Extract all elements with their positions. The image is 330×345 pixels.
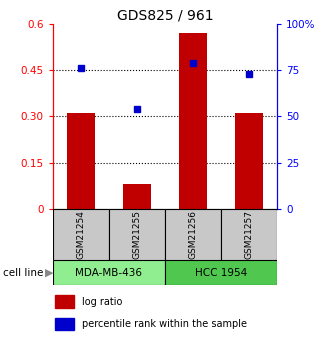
Text: GSM21254: GSM21254 [76,210,85,259]
Text: ▶: ▶ [45,268,53,277]
Bar [67,114,95,209]
Text: MDA-MB-436: MDA-MB-436 [75,268,143,277]
Bar [109,209,165,260]
Text: cell line: cell line [3,268,44,277]
Bar [53,260,165,285]
Title: GDS825 / 961: GDS825 / 961 [117,9,213,23]
Text: HCC 1954: HCC 1954 [195,268,247,277]
Bar [165,260,277,285]
Bar [123,184,151,209]
Text: GSM21255: GSM21255 [132,210,142,259]
Bar [179,33,207,209]
Text: GSM21256: GSM21256 [188,210,198,259]
Text: log ratio: log ratio [82,297,122,307]
Bar [53,209,109,260]
Bar [165,209,221,260]
Bar [235,114,263,209]
Text: percentile rank within the sample: percentile rank within the sample [82,319,247,329]
Bar [221,209,277,260]
Bar [55,295,74,308]
Bar [55,318,74,331]
Text: GSM21257: GSM21257 [245,210,254,259]
